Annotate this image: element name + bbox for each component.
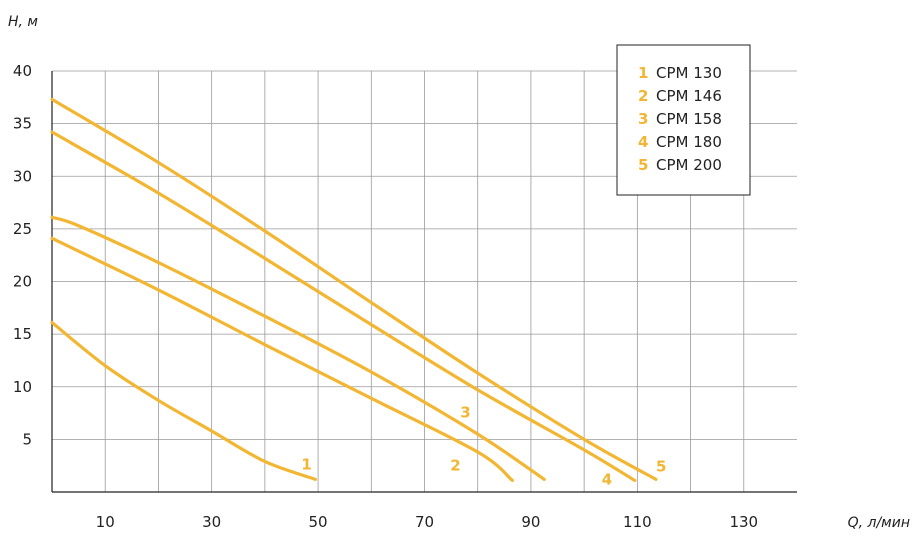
legend-number: 3 [638, 110, 648, 128]
curve-1 [50, 320, 318, 481]
legend-entry: CPM 180 [656, 133, 722, 151]
curve-labels: 1 2 3 4 5 [301, 403, 666, 488]
x-tick-label: 130 [729, 513, 758, 531]
curve-2 [50, 236, 514, 483]
legend-number: 1 [638, 64, 648, 82]
x-axis-title: Q, л/мин [848, 515, 910, 531]
legend-box [616, 44, 751, 196]
curve-4 [50, 130, 637, 483]
legend-number: 5 [638, 156, 648, 174]
curve-label-5: 5 [656, 457, 666, 475]
y-tick-label: 25 [13, 220, 32, 238]
y-tick-labels: 5 10 15 20 25 30 35 40 [13, 62, 32, 448]
y-tick-label: 20 [13, 273, 32, 291]
y-tick-label: 40 [13, 62, 32, 80]
curve-label-3: 3 [460, 403, 470, 421]
legend-number: 2 [638, 87, 648, 105]
y-tick-label: 30 [13, 167, 32, 185]
x-tick-label: 30 [202, 513, 221, 531]
x-tick-label: 90 [521, 513, 540, 531]
x-tick-labels: 10 30 50 70 90 110 130 [96, 513, 758, 531]
x-tick-label: 70 [415, 513, 434, 531]
curve-5 [50, 97, 658, 481]
x-tick-label: 10 [96, 513, 115, 531]
legend: 1 CPM 130 2 CPM 146 3 CPM 158 4 CPM 180 5 CPM 200 [616, 44, 751, 196]
legend-number: 4 [638, 133, 648, 151]
curves [50, 97, 658, 483]
legend-entry: CPM 146 [656, 87, 722, 105]
y-axis-title: H, м [8, 14, 38, 30]
y-tick-label: 15 [13, 325, 32, 343]
curve-label-1: 1 [301, 455, 311, 473]
curve-label-2: 2 [450, 456, 460, 474]
legend-entry: CPM 158 [656, 110, 722, 128]
y-tick-label: 5 [22, 430, 32, 448]
legend-entry: CPM 200 [656, 156, 722, 174]
curve-label-4: 4 [602, 470, 612, 488]
x-tick-label: 50 [309, 513, 328, 531]
legend-entry: CPM 130 [656, 64, 722, 82]
y-tick-label: 10 [13, 378, 32, 396]
x-tick-label: 110 [623, 513, 652, 531]
curve-3 [50, 215, 546, 481]
y-tick-label: 35 [13, 115, 32, 133]
